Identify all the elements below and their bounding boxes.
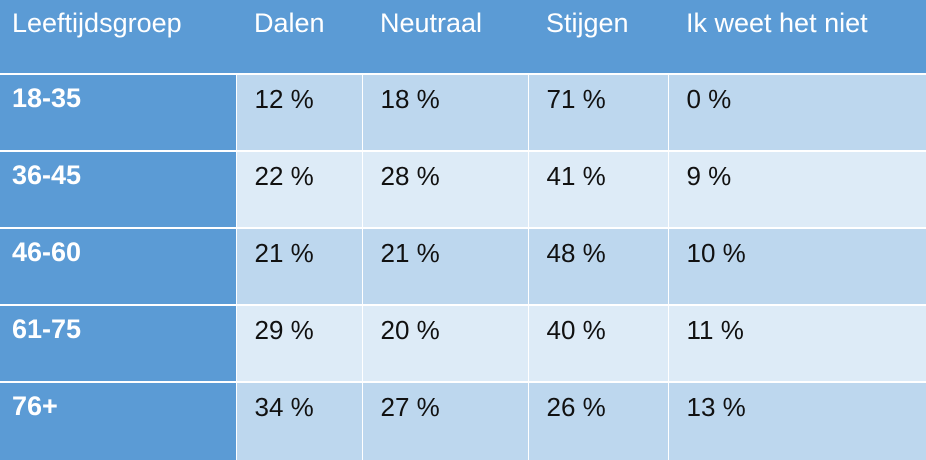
header-increase: Stijgen [528,0,668,74]
cell-neutral: 18 % [361,73,528,151]
cell-increase: 40 % [527,304,668,382]
cell-neutral: 27 % [361,381,528,460]
cell-decrease: 29 % [235,304,362,382]
header-age-group: Leeftijdsgroep [0,0,236,74]
cell-dont-know: 0 % [667,73,926,151]
table-row: 36-45 22 % 28 % 41 % 9 % [0,150,926,228]
cell-increase: 41 % [527,150,668,228]
header-row: Leeftijdsgroep Dalen Neutraal Stijgen Ik… [0,0,926,74]
cell-increase: 48 % [527,227,668,305]
row-label: 76+ [0,381,236,460]
row-label: 36-45 [0,150,236,228]
cell-dont-know: 11 % [667,304,926,382]
cell-increase: 26 % [527,381,668,460]
table-row: 18-35 12 % 18 % 71 % 0 % [0,73,926,151]
row-label: 46-60 [0,227,236,305]
cell-increase: 71 % [527,73,668,151]
cell-neutral: 28 % [361,150,528,228]
cell-decrease: 22 % [235,150,362,228]
cell-dont-know: 9 % [667,150,926,228]
row-label: 18-35 [0,73,236,151]
cell-neutral: 20 % [361,304,528,382]
cell-decrease: 12 % [235,73,362,151]
header-neutral: Neutraal [362,0,528,74]
cell-decrease: 34 % [235,381,362,460]
cell-neutral: 21 % [361,227,528,305]
cell-dont-know: 10 % [667,227,926,305]
cell-decrease: 21 % [235,227,362,305]
table-row: 46-60 21 % 21 % 48 % 10 % [0,227,926,305]
table-row: 61-75 29 % 20 % 40 % 11 % [0,304,926,382]
row-label: 61-75 [0,304,236,382]
header-decrease: Dalen [236,0,362,74]
cell-dont-know: 13 % [667,381,926,460]
table-row: 76+ 34 % 27 % 26 % 13 % [0,381,926,460]
header-dont-know: Ik weet het niet [668,0,926,74]
